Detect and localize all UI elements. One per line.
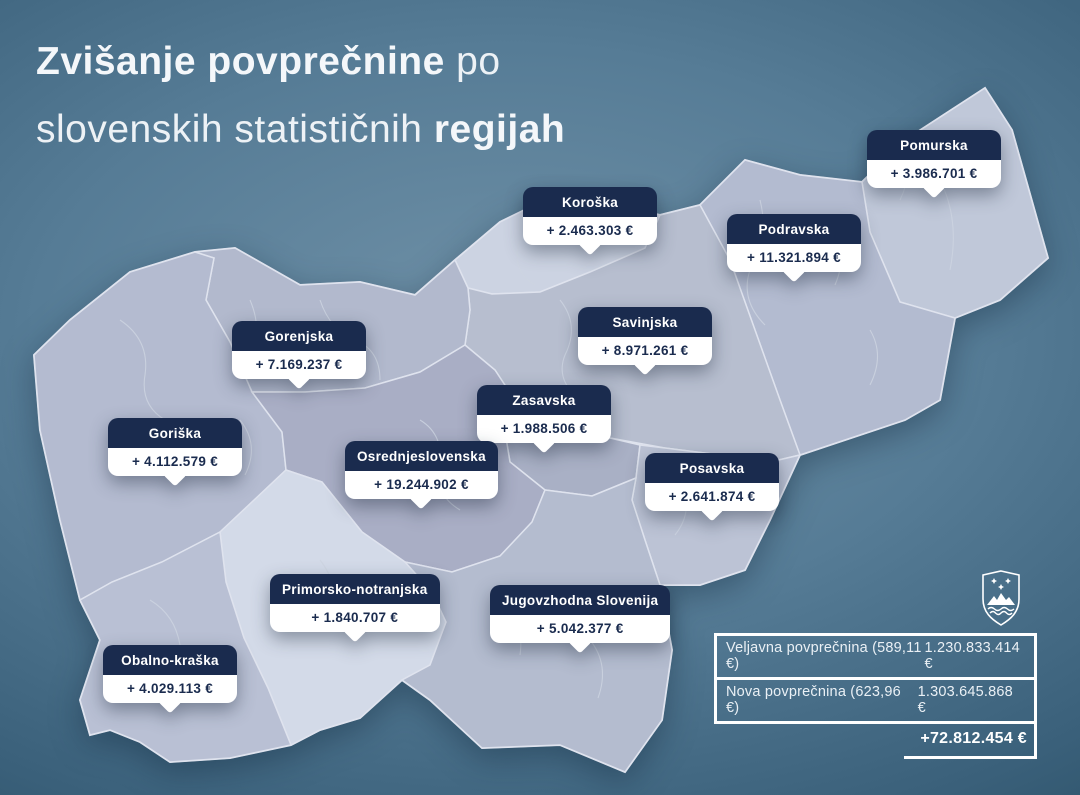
title-line1-bold: Zvišanje povprečnine (36, 40, 445, 83)
region-callout-osrednjeslovenska: Osrednjeslovenska + 19.244.902 € (345, 441, 498, 510)
page-title: Zvišanje povprečnine po slovenskih stati… (36, 28, 565, 165)
region-callout-jugovzhodna-slovenija: Jugovzhodna Slovenija + 5.042.377 € (490, 585, 671, 654)
region-name: Osrednjeslovenska (345, 441, 498, 471)
summary-row-current: Veljavna povprečnina (589,11 €) 1.230.83… (717, 636, 1034, 677)
title-line-2: slovenskih statističnih regijah (36, 96, 565, 164)
region-value: + 1.988.506 € (477, 415, 611, 443)
region-callout-goriska: Goriška + 4.112.579 € (108, 418, 242, 487)
title-line1-regular: po (456, 40, 501, 83)
region-value: + 19.244.902 € (345, 471, 498, 499)
region-callout-obalno-kraska: Obalno-kraška + 4.029.113 € (103, 645, 237, 714)
region-callout-zasavska: Zasavska + 1.988.506 € (477, 385, 611, 454)
region-callout-posavska: Posavska + 2.641.874 € (645, 453, 779, 522)
summary-label: Veljavna povprečnina (589,11 €) (726, 640, 922, 672)
region-name: Gorenjska (232, 321, 366, 351)
region-name: Obalno-kraška (103, 645, 237, 675)
region-callout-koroska: Koroška + 2.463.303 € (523, 187, 657, 256)
region-callout-gorenjska: Gorenjska + 7.169.237 € (232, 321, 366, 390)
region-value: + 11.321.894 € (727, 244, 861, 272)
summary-row-new: Nova povprečnina (623,96 €) 1.303.645.86… (717, 677, 1034, 721)
region-name: Podravska (727, 214, 861, 244)
region-name: Goriška (108, 418, 242, 448)
title-line-1: Zvišanje povprečnine po (36, 28, 565, 96)
region-callout-primorsko-notranjska: Primorsko-notranjska + 1.840.707 € (270, 574, 440, 643)
region-value: + 5.042.377 € (490, 615, 671, 643)
region-value: + 3.986.701 € (867, 160, 1001, 188)
title-line2-regular: slovenskih statističnih (36, 108, 423, 152)
summary-table: Veljavna povprečnina (589,11 €) 1.230.83… (714, 633, 1037, 759)
region-value: + 8.971.261 € (578, 337, 712, 365)
summary-label: Nova povprečnina (623,96 €) (726, 684, 901, 716)
region-value: + 2.641.874 € (645, 483, 779, 511)
region-callout-pomurska: Pomurska + 3.986.701 € (867, 130, 1001, 199)
region-value: + 7.169.237 € (232, 351, 366, 379)
title-line2-bold: regijah (433, 108, 566, 152)
region-value: + 1.840.707 € (270, 604, 440, 632)
summary-value: 1.230.833.414 € (924, 640, 1020, 672)
summary-value: 1.303.645.868 € (917, 684, 1013, 716)
region-name: Posavska (645, 453, 779, 483)
summary-total-row: +72.812.454 € (714, 724, 1037, 759)
region-name: Primorsko-notranjska (270, 574, 440, 604)
region-name: Pomurska (867, 130, 1001, 160)
region-value: + 2.463.303 € (523, 217, 657, 245)
region-value: + 4.029.113 € (103, 675, 237, 703)
region-value: + 4.112.579 € (108, 448, 242, 476)
summary-total-value: +72.812.454 € (904, 724, 1037, 759)
summary-box: Veljavna povprečnina (589,11 €) 1.230.83… (714, 633, 1037, 724)
region-callout-podravska: Podravska + 11.321.894 € (727, 214, 861, 283)
region-callout-savinjska: Savinjska + 8.971.261 € (578, 307, 712, 376)
slovenia-coat-of-arms-icon (982, 570, 1020, 626)
region-name: Koroška (523, 187, 657, 217)
region-name: Jugovzhodna Slovenija (490, 585, 671, 615)
region-name: Zasavska (477, 385, 611, 415)
region-name: Savinjska (578, 307, 712, 337)
